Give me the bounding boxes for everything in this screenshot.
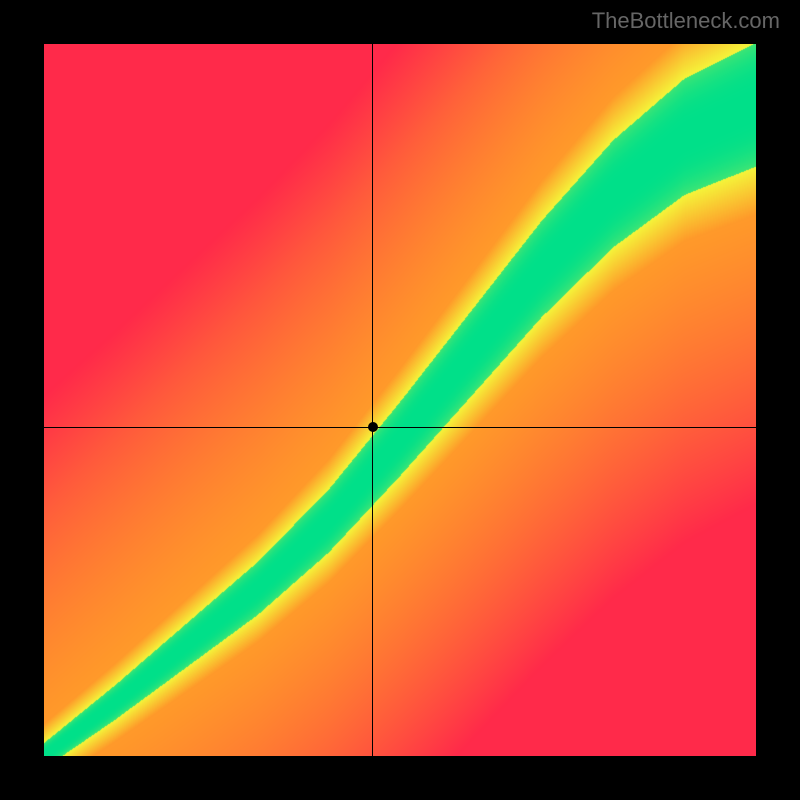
crosshair-vertical [372,44,373,756]
crosshair-horizontal [44,427,756,428]
crosshair-marker-dot [368,422,378,432]
chart-container: TheBottleneck.com [0,0,800,800]
plot-area [44,44,756,756]
watermark-text: TheBottleneck.com [592,8,780,34]
heatmap-canvas [44,44,756,756]
